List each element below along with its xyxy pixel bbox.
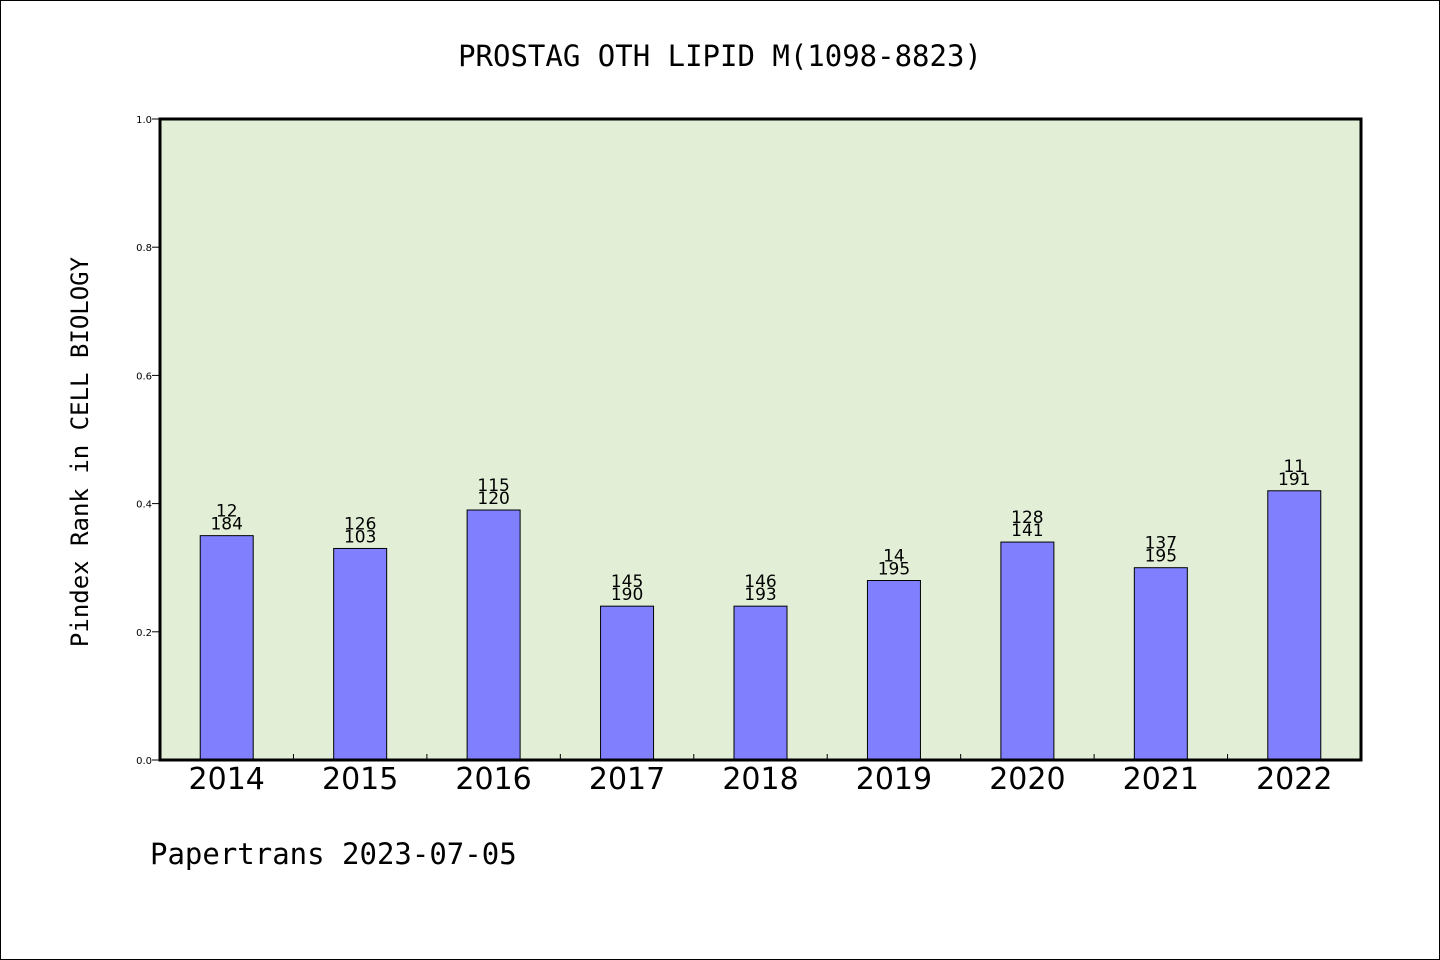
bar-2019 (866, 580, 921, 761)
x-tick-label: 2015 (322, 762, 398, 797)
bar-2015 (333, 547, 388, 761)
x-tick-label: 2014 (189, 762, 265, 797)
bar-2016 (466, 509, 521, 761)
x-tick-label: 2022 (1256, 762, 1332, 797)
y-tick-label: 0.6 (136, 371, 152, 382)
plot-border (158, 117, 1363, 762)
bar-label-top: 12 (216, 502, 238, 522)
bar-label-top: 145 (611, 572, 643, 592)
bar-label-top: 115 (477, 476, 509, 496)
x-tick-label: 2020 (989, 762, 1065, 797)
bar-label-top: 11 (1283, 457, 1305, 477)
bar-2014 (199, 535, 254, 761)
bar-2018 (733, 605, 788, 761)
y-tick-label: 0.8 (136, 243, 152, 254)
bar-label-top: 137 (1145, 534, 1177, 554)
y-tick-label: 0.0 (136, 756, 152, 767)
y-tick-label: 0.2 (136, 628, 152, 639)
bar-label-bottom: 120 (477, 489, 509, 509)
x-tick-label: 2019 (856, 762, 932, 797)
x-tick-label: 2016 (455, 762, 531, 797)
bar-label-top: 126 (344, 514, 376, 534)
bar-label-bottom: 141 (1011, 521, 1043, 541)
bar-label-bottom: 195 (1145, 547, 1177, 567)
bar-label-bottom: 193 (744, 585, 776, 605)
bar-2017 (600, 605, 655, 761)
x-tick-label: 2018 (722, 762, 798, 797)
y-axis-label: Pindex Rank in CELL BIOLOGY (66, 256, 94, 647)
bar-label-bottom: 195 (878, 560, 910, 580)
bar-2021 (1133, 567, 1188, 761)
bar-label-top: 14 (883, 547, 905, 567)
bar-label-top: 128 (1011, 508, 1043, 528)
y-axis: 0.0 0.2 0.4 0.6 0.8 1.0 (136, 115, 160, 767)
bar-label-bottom: 184 (210, 515, 242, 535)
footer-text: Papertrans 2023-07-05 (150, 837, 517, 871)
chart-title: PROSTAG OTH LIPID M(1098-8823) (458, 39, 982, 73)
bar-2022 (1267, 490, 1322, 761)
y-tick-label: 0.4 (136, 500, 152, 511)
bars (199, 490, 1322, 761)
bar-label-top: 146 (744, 572, 776, 592)
x-tick-label: 2021 (1123, 762, 1199, 797)
x-tick-label: 2017 (589, 762, 665, 797)
x-axis: 2014 2015 2016 2017 2018 2019 2020 2021 2022 (189, 754, 1332, 797)
bar-label-bottom: 190 (611, 585, 643, 605)
bar-2020 (1000, 541, 1055, 761)
bar-label-bottom: 103 (344, 527, 376, 547)
y-tick-label: 1.0 (136, 115, 152, 126)
bar-label-bottom: 191 (1278, 470, 1310, 490)
